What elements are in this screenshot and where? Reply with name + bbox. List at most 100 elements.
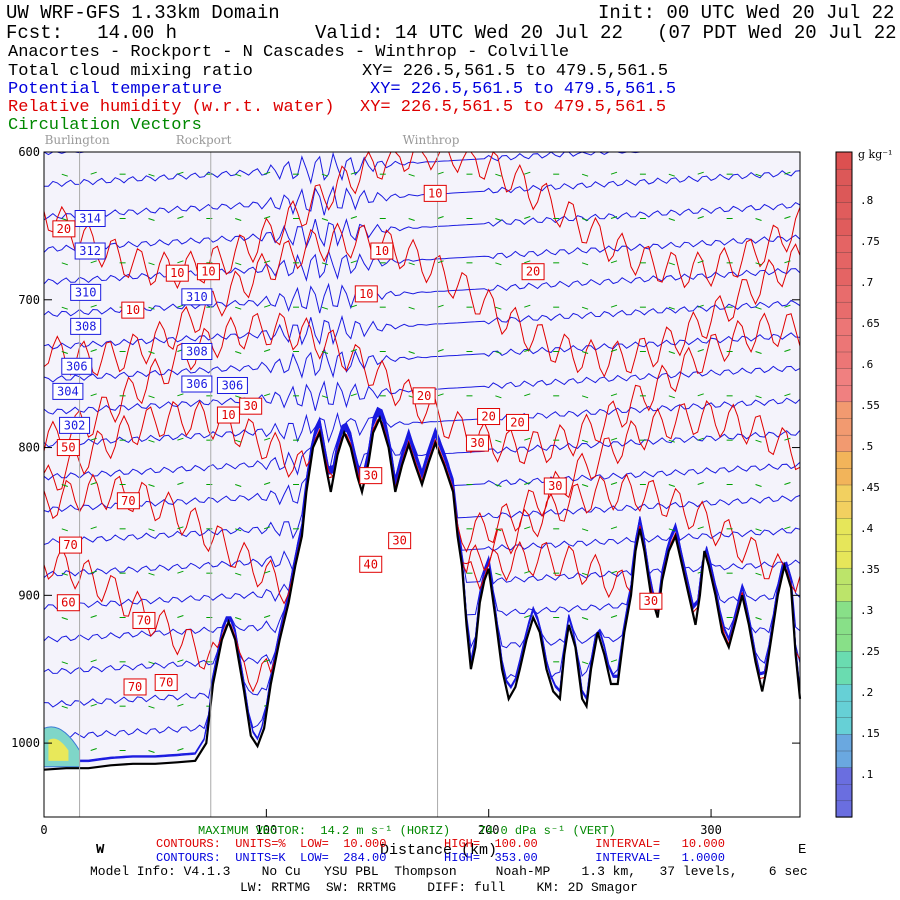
colorbar-segment [835,517,853,536]
rh-label-box [121,301,145,319]
rh-label-text: 40 [364,557,378,571]
wind-vector [90,570,97,574]
wind-vector [697,304,704,308]
colorbar-label: .25 [860,645,880,658]
rh-label-text: 30 [470,436,484,450]
east-label: E [798,842,807,858]
rh-label-box [505,413,529,431]
rh-label: 70 [123,678,147,696]
wind-vector [235,262,242,266]
wind-vector [263,349,271,352]
colorbar-segment [835,185,853,203]
wind-vector [90,703,97,707]
field-theta-xy: XY= 226.5,561.5 to 479.5,561.5 [370,80,677,99]
colorbar-segment [835,550,853,569]
field-cloud-xy: XY= 226.5,561.5 to 479.5,561.5 [362,62,669,81]
field-vectors-label: Circulation Vectors [8,116,202,135]
wind-vector [263,437,271,441]
wind-vector [610,304,618,308]
colorbar-label: .6 [860,358,873,371]
rh-label-text: 50 [61,441,75,455]
wind-vector [148,528,155,532]
colorbar-frame [835,151,853,818]
theta-label-text: 304 [57,384,79,398]
theta-contour [43,332,801,383]
rh-label-box [423,184,447,202]
colorbar-segment [835,434,853,452]
colorbar-segment [835,717,853,735]
wind-vector [784,260,791,264]
wind-vector [90,526,97,530]
rh-label-text: 70 [128,680,142,694]
wind-vector [61,351,68,354]
rh-label: 10 [370,242,394,260]
rh-label-text: 20 [417,389,431,403]
wind-vector [495,528,502,532]
y-tick-label: 700 [18,293,40,307]
wind-vector [755,395,762,399]
theta-label: 306 [181,375,213,393]
wind-vector [148,439,155,443]
colorbar-label: .1 [860,768,873,781]
colorbar-segment [835,218,853,236]
theta-contour [43,267,801,317]
wind-vector [524,615,531,618]
rh-label-box [639,592,663,610]
wind-vector [524,216,531,219]
wind-vector [581,617,589,620]
wind-vector [755,306,762,310]
rh-label-box [388,532,412,550]
wind-vector [90,260,97,264]
x-tick-label: 100 [256,823,278,837]
colorbar-segment [835,201,853,220]
wind-vector [437,349,444,352]
wind-vector [61,528,68,532]
rh-label: 10 [423,184,447,202]
rh-label: 20 [477,408,501,426]
wind-vector [610,482,618,485]
colorbar-label: .65 [860,317,880,330]
theta-contour [43,299,801,350]
wind-vector [263,260,271,264]
colorbar-label: .15 [860,727,880,740]
wind-vector [263,171,271,175]
rh-label-box [132,611,156,629]
wind-vector [321,173,329,177]
route-title: Anacortes - Rockport - N Cascades - Wint… [8,43,570,62]
theta-label-box [70,283,102,301]
rh-label-text: 10 [221,408,235,422]
wind-vector [437,304,444,308]
wind-vector [784,437,791,441]
wind-vector [321,395,329,399]
colorbar-segment [835,567,853,585]
theta-label-text: 314 [79,212,101,226]
wind-vector [321,262,329,266]
wind-vector [437,171,444,175]
colorbar-segment [835,168,853,186]
colorbar-label: .55 [860,399,880,412]
wind-vector [437,216,444,219]
wind-vector [697,171,704,175]
colorbar-segment [835,351,853,369]
wind-vector [148,661,155,665]
wind-vector [668,439,675,443]
rh-label-box [196,263,220,281]
rh-label: 20 [52,220,76,238]
wind-vector [408,218,415,221]
rh-label: 30 [543,477,567,495]
rh-label-text: 60 [61,596,75,610]
colorbar-segment [835,467,853,486]
rh-label-box [165,264,189,282]
rh-label: 30 [639,592,663,610]
wind-vector [321,218,329,221]
theta-label: 302 [59,416,91,434]
theta-label-box [181,375,213,393]
wind-vector [263,659,271,663]
wind-vector [668,262,675,266]
rh-label-box [354,285,378,303]
rh-contour [43,222,801,378]
wind-vector [581,661,589,665]
wind-vector [524,570,531,574]
rh-label-box [359,467,383,485]
wind-vector [148,572,155,576]
